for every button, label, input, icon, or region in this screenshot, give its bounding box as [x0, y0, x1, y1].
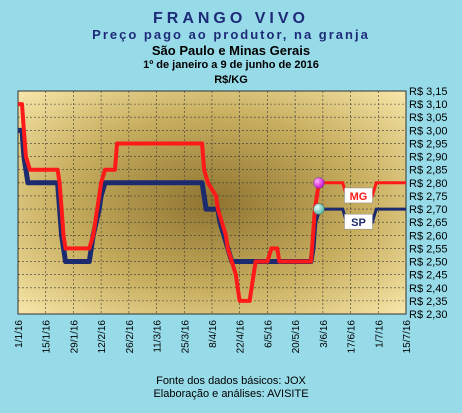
y-tick-label: R$ 3,00	[409, 125, 448, 137]
x-tick-label: 1/7/16	[374, 320, 385, 348]
x-tick-label: 6/5/16	[263, 320, 274, 348]
x-tick-label: 12/2/16	[97, 320, 108, 354]
x-tick-label: 1/1/16	[14, 320, 25, 348]
x-tick-label: 8/4/16	[208, 320, 219, 348]
series-label-text: MG	[350, 191, 368, 203]
series-line-mg	[18, 102, 321, 303]
y-tick-label: R$ 2,45	[409, 270, 448, 282]
y-tick-label: R$ 2,85	[409, 165, 448, 177]
y-tick-label: R$ 2,50	[409, 257, 448, 269]
chart-unit: R$/KG	[214, 74, 248, 86]
y-tick-label: R$ 2,75	[409, 191, 448, 203]
x-tick-label: 25/3/16	[180, 320, 191, 354]
series-label-box	[344, 187, 373, 204]
x-tick-label: 20/5/16	[291, 320, 302, 354]
footer-analysis: Elaboração e análises: AVISITE	[153, 388, 309, 400]
y-tick-label: R$ 2,90	[409, 152, 448, 164]
series-marker-sp	[313, 203, 325, 215]
chart-title: FRANGO VIVO	[152, 10, 309, 27]
x-tick-label: 15/1/16	[42, 320, 53, 354]
chart-subtitle-2: São Paulo e Minas Gerais	[151, 43, 311, 58]
x-tick-label: 3/6/16	[319, 320, 330, 348]
x-tick-label: 22/4/16	[236, 320, 247, 354]
x-tick-label: 26/2/16	[125, 320, 136, 354]
series-label-box	[344, 213, 373, 230]
y-tick-label: R$ 3,10	[409, 99, 448, 111]
series-marker-mg	[313, 177, 325, 189]
y-tick-label: R$ 2,35	[409, 296, 448, 308]
series-label-sp: SP	[344, 213, 373, 230]
y-tick-label: R$ 2,30	[409, 309, 448, 321]
footer-source: Fonte dos dados básicos: JOX	[156, 375, 306, 387]
x-tick-label: 15/7/16	[402, 320, 413, 354]
y-tick-label: R$ 2,55	[409, 243, 448, 255]
y-tick-label: R$ 2,40	[409, 283, 448, 295]
x-tick-label: 29/1/16	[69, 320, 80, 354]
series-label-mg: MG	[344, 187, 373, 204]
y-tick-label: R$ 2,80	[409, 178, 448, 190]
y-tick-label: R$ 3,15	[409, 86, 448, 98]
y-tick-label: R$ 3,05	[409, 112, 448, 124]
chart-subtitle-1: Preço pago ao produtor, na granja	[92, 27, 370, 42]
y-tick-label: R$ 2,95	[409, 138, 448, 150]
series-label-text: SP	[351, 217, 366, 229]
y-tick-label: R$ 2,65	[409, 217, 448, 229]
chart-subtitle-3: 1º de janeiro a 9 de junho de 2016	[143, 59, 319, 71]
y-tick-label: R$ 2,60	[409, 230, 448, 242]
x-tick-label: 11/3/16	[153, 320, 164, 353]
x-tick-label: 17/6/16	[347, 320, 358, 354]
y-tick-label: R$ 2,70	[409, 204, 448, 216]
